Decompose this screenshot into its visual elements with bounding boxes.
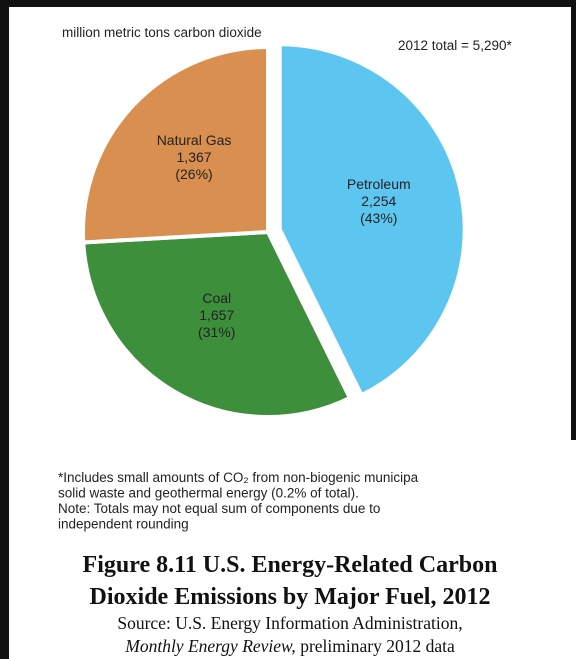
slice-label: Coal 1,657 (31%) xyxy=(198,290,235,340)
caption-source: Source: U.S. Energy Information Administ… xyxy=(117,613,462,633)
top-border xyxy=(0,0,576,7)
right-border xyxy=(571,0,576,440)
slice-value: 1,657 xyxy=(199,307,234,323)
slice-value: 2,254 xyxy=(361,193,396,209)
left-border xyxy=(0,0,9,659)
slice-label: Petroleum 2,254 (43%) xyxy=(347,176,411,226)
slice-name: Natural Gas xyxy=(157,132,232,148)
slice-name: Coal xyxy=(202,290,231,306)
source-rest: preliminary 2012 data xyxy=(296,636,455,656)
caption-title: Dioxide Emissions by Major Fuel, 2012 xyxy=(90,584,491,610)
footnote-line: solid waste and geothermal energy (0.2% … xyxy=(58,486,359,501)
annotation: 2012 total = 5,290* xyxy=(398,38,512,53)
slice-percent: (43%) xyxy=(360,210,397,226)
pie-slice xyxy=(81,230,352,419)
footnote-line: independent rounding xyxy=(58,517,189,532)
subtitle: million metric tons carbon dioxide xyxy=(62,25,262,40)
source-italic: Monthly Energy Review, xyxy=(124,636,296,656)
slice-name: Petroleum xyxy=(347,176,411,192)
caption-source: Monthly Energy Review, preliminary 2012 … xyxy=(124,636,455,656)
pie-slice xyxy=(277,42,467,398)
slice-value: 1,367 xyxy=(177,149,212,165)
slice-percent: (31%) xyxy=(198,324,235,340)
caption-title: Figure 8.11 U.S. Energy-Related Carbon xyxy=(83,552,498,578)
footnote-line: Note: Totals may not equal sum of compon… xyxy=(58,501,380,516)
pie: Petroleum 2,254 (43%) Coal 1,657 (31%) Natural… xyxy=(81,42,467,419)
footnote: *Includes small amounts of CO₂ from non-… xyxy=(58,470,419,532)
footnote-line: *Includes small amounts of CO₂ from non-… xyxy=(58,470,419,485)
pie-slice xyxy=(81,45,270,245)
slice-percent: (26%) xyxy=(175,166,212,182)
slice-label: Natural Gas 1,367 (26%) xyxy=(157,132,232,182)
